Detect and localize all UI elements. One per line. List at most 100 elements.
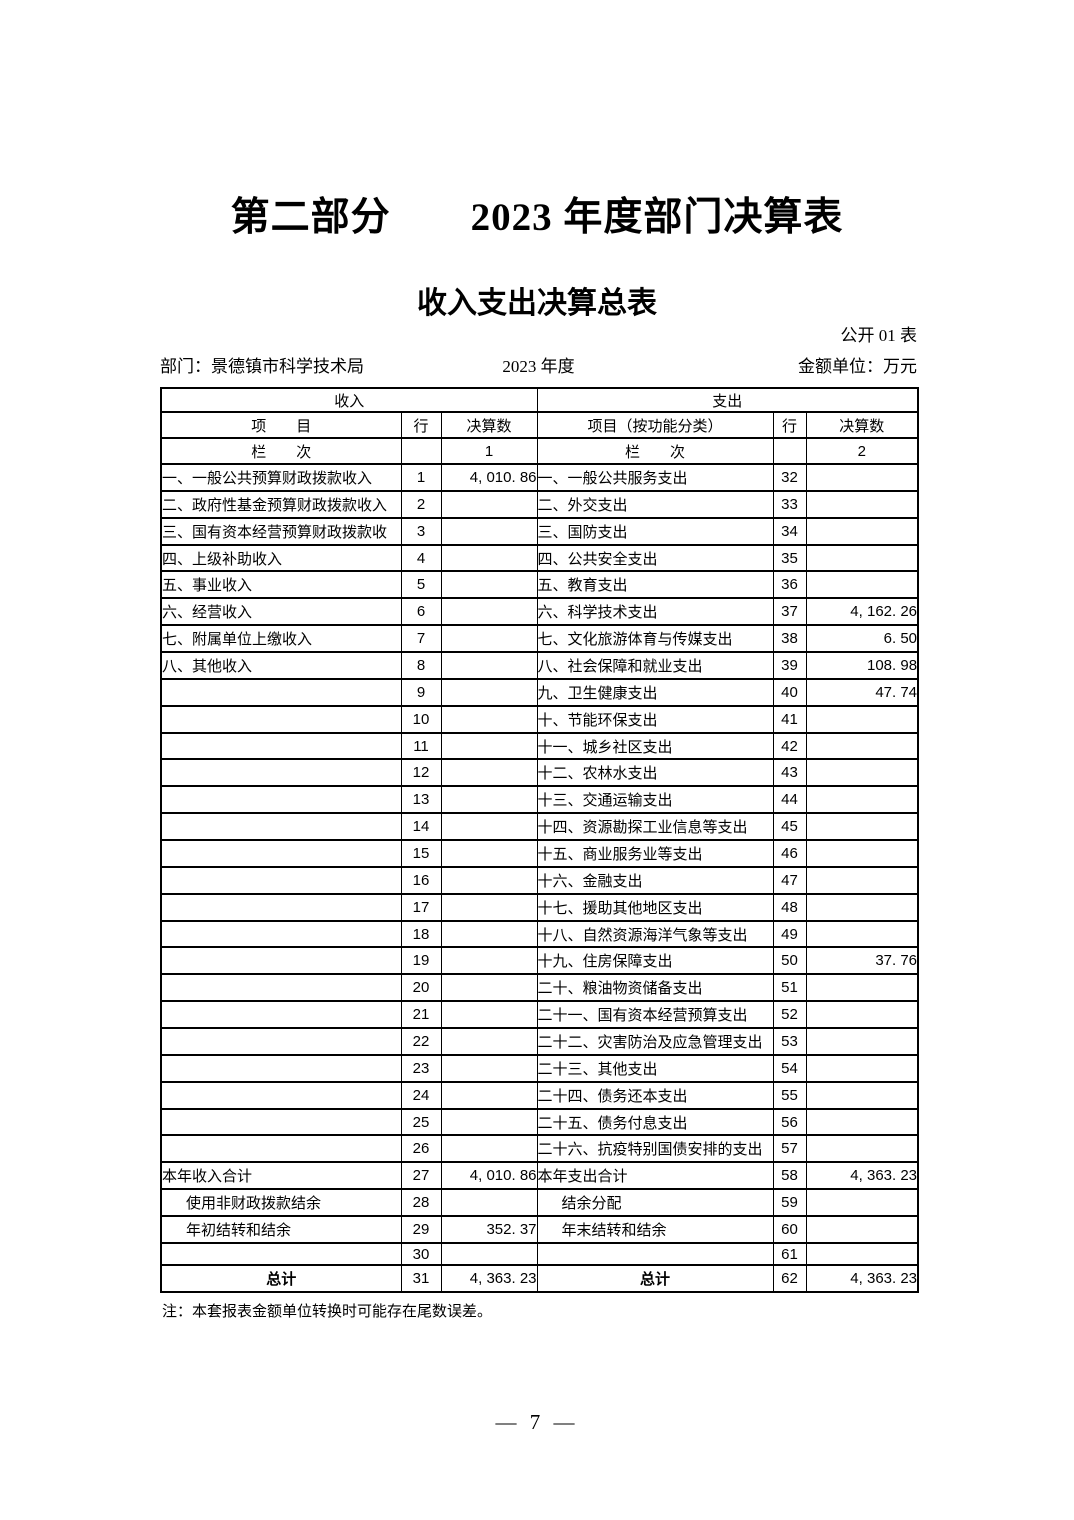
table-row: 七、附属单位上缴收入 7 七、文化旅游体育与传媒支出 38 6. 50 (160, 624, 919, 654)
table-row: 使用非财政拨款结余 28 结余分配 59 (160, 1188, 919, 1218)
income-row-cell: 23 (400, 1053, 442, 1083)
expense-amount-cell (805, 1134, 919, 1164)
income-row-cell: 13 (400, 785, 442, 815)
expense-row-cell: 53 (772, 1027, 807, 1056)
expense-item-cell: 二十五、债务付息支出 (536, 1107, 774, 1137)
expense-amount-cell (805, 973, 919, 1003)
expense-row-cell: 35 (772, 543, 807, 573)
income-amount-cell (440, 892, 538, 922)
expense-item-cell: 十二、农林水支出 (536, 758, 774, 788)
income-amount-cell (440, 570, 538, 600)
income-row-cell: 27 (400, 1161, 442, 1191)
expense-amount-cell (805, 704, 919, 734)
income-amount-cell (440, 973, 538, 1003)
income-item-cell (160, 946, 402, 976)
page-title: 第二部分 2023 年度部门决算表 (230, 196, 844, 239)
income-item-cell: 五、事业收入 (160, 570, 402, 600)
expense-amount-cell (805, 731, 919, 761)
expense-amount-cell: 37. 76 (805, 946, 919, 976)
department-label: 部门：景德镇市科学技术局 (160, 357, 364, 376)
table-row: 三、国有资本经营预算财政拨款收 3 三、国防支出 34 (160, 516, 919, 546)
income-row-cell: 17 (400, 892, 442, 922)
income-amount-cell (440, 919, 538, 949)
income-amount-cell (440, 543, 538, 573)
income-amount-cell (440, 677, 538, 707)
income-amount-cell (440, 758, 538, 788)
income-amount-cell (440, 785, 538, 815)
table-row: 年初结转和结余 29 352. 37 年末结转和结余 60 (160, 1215, 919, 1244)
income-index-label: 栏 次 (160, 437, 402, 465)
income-row-cell: 16 (400, 865, 442, 895)
income-amount-cell (440, 1053, 538, 1083)
expense-amount-cell: 4, 363. 23 (805, 1264, 919, 1293)
expense-amount-cell: 47. 74 (805, 677, 919, 707)
expense-row-cell: 38 (772, 624, 807, 654)
table-row: 13 十三、交通运输支出 44 (160, 785, 919, 815)
footnote: 注：本套报表金额单位转换时可能存在尾数误差。 (162, 1303, 493, 1320)
expense-section-header: 支出 (536, 387, 919, 413)
expense-row-cell: 49 (772, 919, 807, 949)
expense-amount-cell: 4, 363. 23 (805, 1161, 919, 1191)
income-amount-cell: 352. 37 (440, 1215, 538, 1244)
income-row-cell: 7 (400, 624, 442, 654)
expense-item-cell: 二十六、抗疫特别国债安排的支出 (536, 1134, 774, 1164)
expense-row-cell: 52 (772, 1000, 807, 1030)
income-item-cell (160, 677, 402, 707)
expense-item-cell: 四、公共安全支出 (536, 543, 774, 573)
expense-row-cell: 48 (772, 892, 807, 922)
expense-row-cell: 41 (772, 704, 807, 734)
expense-amount-cell (805, 570, 919, 600)
income-item-cell (160, 704, 402, 734)
table-row: 二、政府性基金预算财政拨款收入 2 二、外交支出 33 (160, 489, 919, 519)
expense-row-cell: 56 (772, 1107, 807, 1137)
income-item-cell: 八、其他收入 (160, 651, 402, 680)
income-item-cell (160, 1107, 402, 1137)
expense-row-cell: 57 (772, 1134, 807, 1164)
expense-amount-cell (805, 785, 919, 815)
table-row: 四、上级补助收入 4 四、公共安全支出 35 (160, 543, 919, 573)
income-amount-cell (440, 812, 538, 842)
table-row: 15 十五、商业服务业等支出 46 (160, 839, 919, 868)
income-section-header: 收入 (160, 387, 538, 413)
income-row-cell: 10 (400, 704, 442, 734)
expense-item-cell: 七、文化旅游体育与传媒支出 (536, 624, 774, 654)
income-row-cell: 15 (400, 839, 442, 868)
expense-row-cell: 32 (772, 463, 807, 492)
income-amount-cell (440, 946, 538, 976)
income-row-cell: 3 (400, 516, 442, 546)
expense-item-cell: 八、社会保障和就业支出 (536, 651, 774, 680)
table-row: 本年收入合计 27 4, 010. 86 本年支出合计 58 4, 363. 23 (160, 1161, 919, 1191)
income-amount-cell (440, 1134, 538, 1164)
income-item-cell: 年初结转和结余 (160, 1215, 402, 1244)
income-amount-cell (440, 731, 538, 761)
income-amount-cell: 4, 010. 86 (440, 463, 538, 492)
expense-amount-cell: 4, 162. 26 (805, 597, 919, 627)
income-item-cell: 使用非财政拨款结余 (160, 1188, 402, 1218)
income-row-cell: 14 (400, 812, 442, 842)
expense-row-cell: 44 (772, 785, 807, 815)
income-item-cell (160, 1080, 402, 1110)
income-amount-cell (440, 651, 538, 680)
expense-row-cell: 37 (772, 597, 807, 627)
expense-row-cell: 34 (772, 516, 807, 546)
expense-item-cell: 九、卫生健康支出 (536, 677, 774, 707)
income-row-cell: 26 (400, 1134, 442, 1164)
expense-item-cell: 二十一、国有资本经营预算支出 (536, 1000, 774, 1030)
table-row: 30 61 (160, 1241, 919, 1267)
income-row-cell: 11 (400, 731, 442, 761)
table-row: 23 二十三、其他支出 54 (160, 1053, 919, 1083)
table-row: 12 十二、农林水支出 43 (160, 758, 919, 788)
income-amount-cell: 4, 010. 86 (440, 1161, 538, 1191)
expense-amount-cell (805, 919, 919, 949)
income-item-cell: 本年收入合计 (160, 1161, 402, 1191)
expense-amount-cell (805, 1107, 919, 1137)
table-info-line: 2023 年度 部门：景德镇市科学技术局 金额单位：万元 (160, 352, 917, 377)
income-row-cell: 18 (400, 919, 442, 949)
expense-item-cell: 十九、住房保障支出 (536, 946, 774, 976)
income-item-cell (160, 1027, 402, 1056)
expense-row-cell: 33 (772, 489, 807, 519)
income-amount-cell (440, 489, 538, 519)
expense-item-cell: 二十、粮油物资储备支出 (536, 973, 774, 1003)
income-row-cell: 8 (400, 651, 442, 680)
income-row-cell: 4 (400, 543, 442, 573)
